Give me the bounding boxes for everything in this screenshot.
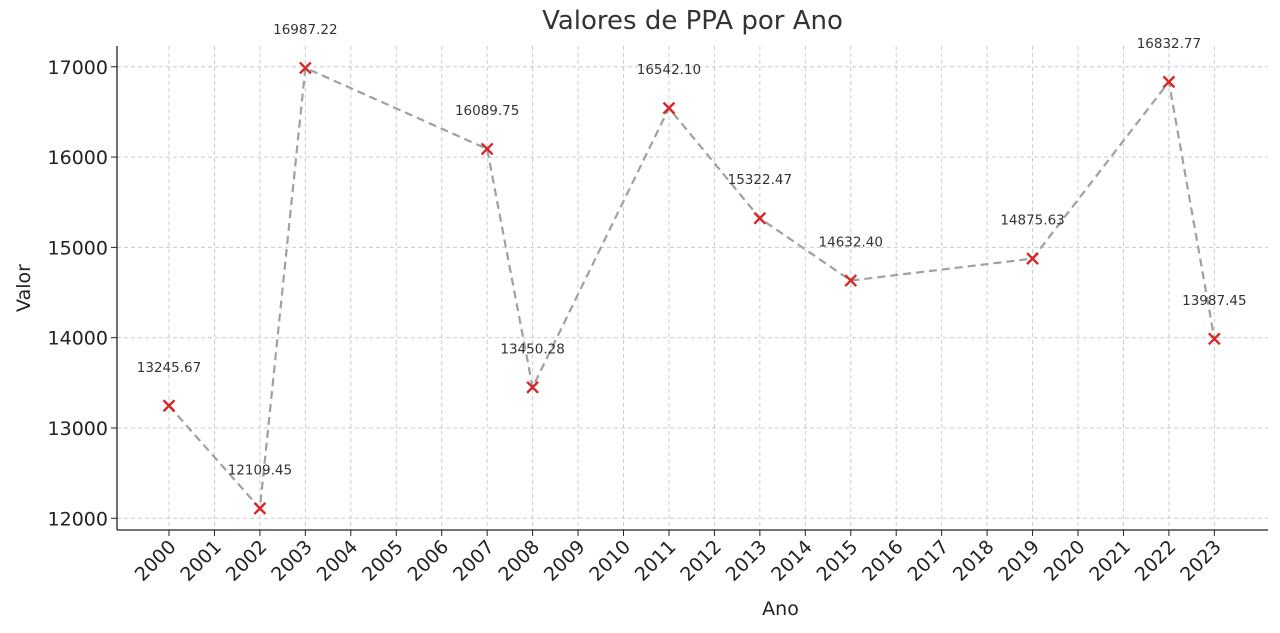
x-tick-label: 2012 [676,536,726,586]
data-label: 13987.45 [1182,293,1246,309]
y-tick-label: 14000 [48,328,108,350]
x-tick-label: 2015 [813,536,863,586]
data-point-marker [299,61,312,75]
data-label: 13450.28 [500,341,564,357]
x-tick-label: 2010 [585,536,635,586]
data-point-marker [753,211,767,225]
data-point-marker [1026,252,1039,265]
data-point-marker [662,101,676,115]
x-tick-label: 2005 [358,536,408,586]
x-tick-label: 2008 [494,536,544,586]
data-label: 16987.22 [273,22,337,38]
x-tick-label: 2021 [1085,536,1135,586]
x-tick-label: 2023 [1176,536,1226,586]
x-tick-label: 2017 [903,536,953,586]
x-tick-label: 2016 [858,536,908,586]
x-tick-label: 2004 [313,536,363,586]
data-label: 13245.67 [137,360,201,376]
x-tick-label: 2003 [267,536,317,586]
data-label: 15322.47 [728,172,792,188]
x-tick-label: 2002 [222,536,272,586]
data-point-marker [480,142,494,156]
series-line [168,66,1216,511]
data-label: 16089.75 [455,103,519,119]
chart-title: Valores de PPA por Ano [542,6,843,36]
data-label: 14632.40 [819,235,883,251]
y-tick-label: 12000 [48,508,108,530]
x-tick-label: 2011 [631,536,681,586]
data-point-marker [253,502,267,515]
x-tick-label: 2019 [994,536,1044,586]
x-tick-label: 2001 [176,536,226,586]
y-tick-label: 13000 [48,418,108,440]
y-tick-label: 15000 [48,237,108,259]
data-label: 16542.10 [637,62,701,78]
data-point-marker [526,380,539,394]
x-tick-label: 2006 [403,536,453,586]
x-tick-label: 2020 [1040,536,1090,586]
y-tick-label: 16000 [48,147,108,169]
y-tick-label: 17000 [48,57,108,79]
data-point-marker [162,399,176,413]
data-point-marker [1208,332,1221,346]
data-label: 12109.45 [228,462,292,478]
x-tick-label: 2014 [767,536,817,586]
x-tick-label: 2007 [449,536,499,586]
data-label: 16832.77 [1137,36,1201,52]
x-axis-label: Ano [762,598,799,620]
data-point-marker [1162,75,1176,89]
x-tick-label: 2022 [1131,536,1181,586]
x-tick-label: 2000 [131,536,181,586]
data-label: 14875.63 [1000,213,1064,229]
x-tick-label: 2018 [949,536,999,586]
data-point-marker [844,274,858,287]
x-tick-label: 2013 [722,536,772,586]
x-tick-label: 2009 [540,536,590,586]
y-axis-label: Valor [13,264,35,312]
